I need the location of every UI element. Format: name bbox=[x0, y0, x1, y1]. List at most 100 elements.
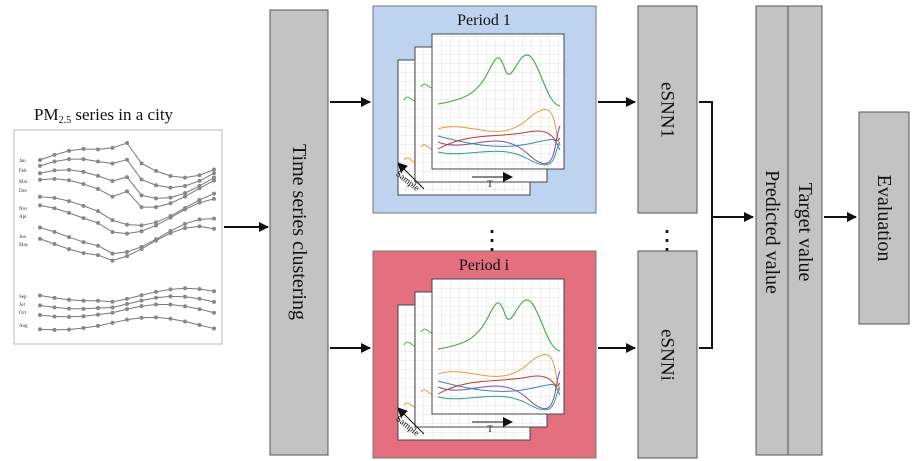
sample-grid bbox=[434, 36, 562, 167]
pm25-point bbox=[140, 205, 144, 209]
pm25-month-label: Jun bbox=[19, 235, 26, 240]
pm25-point bbox=[38, 313, 42, 317]
pm25-point bbox=[38, 303, 42, 307]
pm25-point bbox=[53, 168, 57, 172]
pm25-point bbox=[53, 177, 57, 181]
pm25-point bbox=[82, 204, 86, 208]
pm25-point bbox=[96, 313, 100, 317]
pm25-point bbox=[154, 315, 158, 319]
pm25-point bbox=[125, 141, 129, 145]
connector-esnn1 bbox=[699, 102, 712, 217]
pm25-month-label: Oct bbox=[19, 311, 27, 316]
pm25-point bbox=[140, 304, 144, 308]
pm25-point bbox=[140, 178, 144, 182]
pm25-point bbox=[67, 298, 71, 302]
period-1-title: Period 1 bbox=[457, 12, 511, 29]
pm25-point bbox=[82, 299, 86, 303]
pm25-point bbox=[169, 174, 173, 178]
pm25-point bbox=[38, 226, 42, 230]
esnni-label: eSNNi bbox=[657, 329, 678, 381]
pm25-point bbox=[125, 307, 129, 311]
pm25-point bbox=[183, 207, 187, 211]
pm25-point bbox=[53, 328, 57, 332]
pm25-point bbox=[125, 223, 129, 227]
pm25-point bbox=[111, 230, 115, 234]
pm25-point bbox=[125, 158, 129, 162]
pm25-point bbox=[111, 259, 115, 263]
pm25-point bbox=[125, 250, 129, 254]
pm25-point bbox=[183, 176, 187, 180]
pm25-point bbox=[183, 184, 187, 188]
pm25-month-label: Sep bbox=[19, 295, 27, 300]
pm25-title-prefix: PM bbox=[34, 105, 59, 124]
pm25-point bbox=[82, 251, 86, 255]
t-axis-label: T bbox=[487, 179, 493, 189]
pm25-point bbox=[111, 300, 115, 304]
pm25-point bbox=[38, 294, 42, 298]
pm25-point bbox=[96, 187, 100, 191]
pm25-point bbox=[212, 178, 216, 182]
pm25-title-suffix: series in a city bbox=[71, 105, 173, 124]
pm25-point bbox=[67, 315, 71, 319]
pm25-point bbox=[111, 146, 115, 150]
pm25-panel-title: PM2.5 series in a city bbox=[34, 105, 174, 126]
pm25-point bbox=[82, 147, 86, 151]
pm25-point bbox=[140, 293, 144, 297]
pm25-point bbox=[53, 153, 57, 157]
pm25-point bbox=[212, 327, 216, 331]
pm25-point bbox=[38, 178, 42, 182]
pm25-point bbox=[140, 247, 144, 251]
pm25-point bbox=[96, 174, 100, 178]
pm25-point bbox=[38, 171, 42, 175]
pm25-point bbox=[154, 205, 158, 209]
pm25-point bbox=[67, 168, 71, 172]
output-box: Predicted value Target value bbox=[756, 6, 822, 455]
pm25-point bbox=[82, 157, 86, 161]
pm25-point bbox=[154, 239, 158, 243]
clustering-label: Time series clustering bbox=[288, 144, 310, 320]
pm25-point bbox=[111, 311, 115, 315]
pm25-point bbox=[125, 297, 129, 301]
pm25-point bbox=[38, 195, 42, 199]
pm25-point bbox=[125, 175, 129, 179]
pm25-point bbox=[198, 307, 202, 311]
pm25-point bbox=[212, 171, 216, 175]
sample-grid bbox=[434, 281, 562, 412]
esnni-box: eSNNi bbox=[638, 251, 697, 458]
pm25-point bbox=[154, 169, 158, 173]
pm25-point bbox=[169, 231, 173, 235]
pm25-point bbox=[67, 235, 71, 239]
t-axis-label: T bbox=[487, 424, 493, 434]
pm25-month-label: Apr bbox=[19, 215, 27, 220]
pm25-point bbox=[198, 297, 202, 301]
pm25-point bbox=[140, 161, 144, 165]
pm25-point bbox=[169, 196, 173, 200]
pm25-point bbox=[154, 196, 158, 200]
pm25-point bbox=[53, 314, 57, 318]
pm25-point bbox=[111, 218, 115, 222]
pm25-point bbox=[96, 160, 100, 164]
pm25-point bbox=[125, 254, 129, 258]
pm25-point bbox=[96, 306, 100, 310]
pm25-point bbox=[212, 197, 216, 201]
pm25-month-label: Dec bbox=[19, 189, 28, 194]
pm25-point bbox=[125, 189, 129, 193]
pm25-point bbox=[198, 224, 202, 228]
pm25-point bbox=[53, 242, 57, 246]
pm25-point bbox=[212, 192, 216, 196]
pm25-point bbox=[169, 303, 173, 307]
time-series-clustering-box: Time series clustering bbox=[270, 10, 328, 455]
pm25-point bbox=[82, 182, 86, 186]
pm25-point bbox=[96, 253, 100, 257]
pm25-point bbox=[82, 314, 86, 318]
pm25-point bbox=[125, 302, 129, 306]
pm25-point bbox=[96, 209, 100, 213]
connector-esnni bbox=[699, 217, 712, 348]
pm25-point bbox=[169, 287, 173, 291]
pm25-point bbox=[53, 206, 57, 210]
pm25-point bbox=[53, 230, 57, 234]
pm25-point bbox=[125, 232, 129, 236]
